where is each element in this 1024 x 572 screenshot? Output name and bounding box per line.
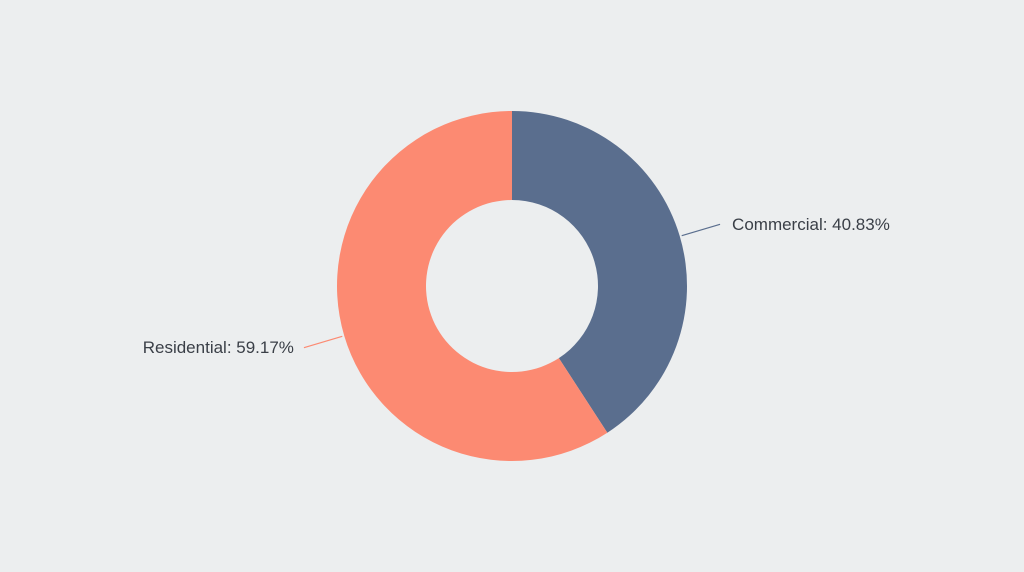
donut-slice <box>512 111 688 433</box>
donut-slice <box>337 111 608 461</box>
leader-line <box>303 335 343 349</box>
slice-label: Commercial: 40.83% <box>732 215 890 234</box>
leader-line <box>681 223 721 237</box>
slice-label: Residential: 59.17% <box>143 338 294 357</box>
